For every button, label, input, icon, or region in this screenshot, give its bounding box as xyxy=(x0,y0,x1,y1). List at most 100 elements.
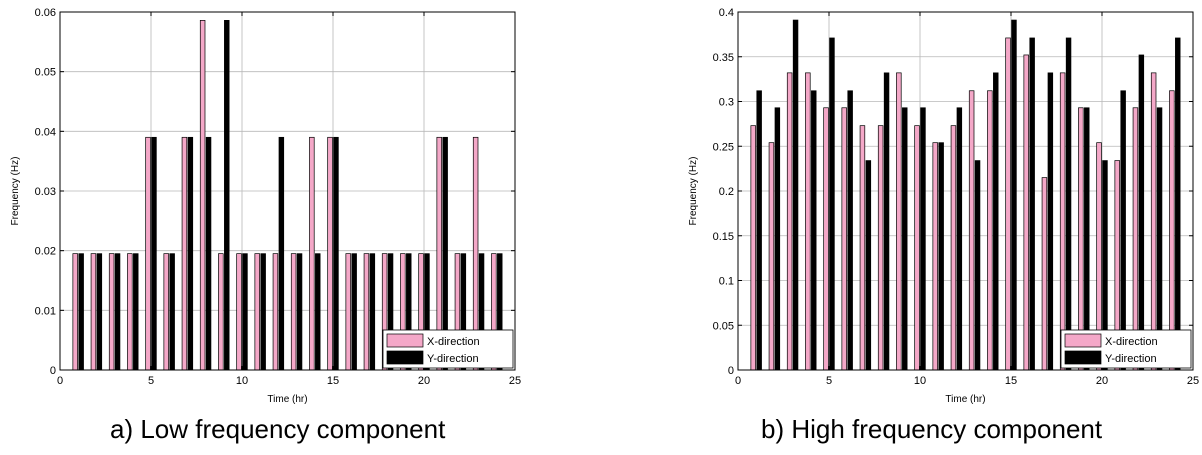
chart-panel-low-frequency: 0 5 10 15 20 25 0 0.01 0.02 0.03 0.04 0.05 0.06 Time … xyxy=(10,7,521,444)
x-tick-label: 10 xyxy=(914,375,926,387)
bar-y-direction xyxy=(811,90,817,371)
bar-y-direction xyxy=(351,253,357,371)
bar-x-direction xyxy=(750,125,756,371)
bar-x-direction xyxy=(859,125,866,371)
bar-y-direction xyxy=(1175,37,1181,371)
bar-x-direction xyxy=(127,253,133,371)
x-tick-label: 10 xyxy=(236,375,248,387)
y-axis-label: Frequency (Hz) xyxy=(10,157,21,226)
bar-x-direction xyxy=(914,125,920,371)
bar-x-direction xyxy=(987,90,993,371)
y-tick-label: 0.05 xyxy=(35,67,56,79)
bar-x-direction xyxy=(309,136,315,371)
bar-x-direction xyxy=(1041,177,1048,371)
bar-y-direction xyxy=(369,253,376,371)
x-tick-label: 0 xyxy=(57,375,63,387)
x-tick-label: 15 xyxy=(1005,375,1017,387)
legend-label: Y-direction xyxy=(427,353,479,365)
bar-y-direction xyxy=(133,253,139,371)
bar-x-direction xyxy=(1023,54,1029,371)
x-tick-label: 5 xyxy=(826,375,832,387)
bar-y-direction xyxy=(333,136,339,371)
bar-y-direction xyxy=(151,136,157,371)
bar-y-direction xyxy=(296,253,303,371)
bar-x-direction xyxy=(345,253,351,371)
legend-label: X-direction xyxy=(1105,336,1158,348)
bar-x-direction xyxy=(108,253,115,371)
bar-y-direction xyxy=(956,107,963,371)
bar-x-direction xyxy=(145,136,151,371)
bar-y-direction xyxy=(847,90,853,371)
x-axis-label: Time (hr) xyxy=(267,394,307,405)
x-tick-label: 20 xyxy=(1096,375,1108,387)
bar-x-direction xyxy=(254,253,260,371)
legend-label: X-direction xyxy=(427,336,480,348)
bar-y-direction xyxy=(260,253,266,371)
bar-y-direction xyxy=(974,160,981,371)
legend-label: Y-direction xyxy=(1105,353,1157,365)
y-tick-label: 0 xyxy=(728,365,734,377)
bar-y-direction xyxy=(902,107,908,371)
bar-y-direction xyxy=(865,160,872,371)
bar-y-direction xyxy=(993,72,999,371)
y-tick-label: 0.03 xyxy=(35,186,56,198)
y-tick-label: 0.25 xyxy=(713,141,734,153)
bar-y-direction xyxy=(792,19,799,371)
y-tick-label: 0.35 xyxy=(713,52,734,64)
bar-x-direction xyxy=(72,253,78,371)
x-tick-label: 20 xyxy=(418,375,430,387)
bar-x-direction xyxy=(181,136,188,371)
bar-x-direction xyxy=(768,142,775,371)
legend-swatch xyxy=(386,350,424,365)
y-tick-label: 0.2 xyxy=(719,186,734,198)
bar-y-direction xyxy=(883,72,890,371)
bar-x-direction xyxy=(896,72,902,371)
chart-low-frequency: 0 5 10 15 20 25 0 0.01 0.02 0.03 0.04 0.05 0.06 Time … xyxy=(10,7,521,405)
legend-swatch xyxy=(1064,333,1102,348)
bar-x-direction xyxy=(1059,72,1066,371)
y-tick-label: 0.02 xyxy=(35,246,56,258)
x-tick-label: 25 xyxy=(1187,375,1199,387)
bar-y-direction xyxy=(829,37,835,371)
bar-x-direction xyxy=(841,107,847,371)
bar-x-direction xyxy=(950,125,957,371)
legend-swatch xyxy=(1064,350,1102,365)
bar-x-direction xyxy=(272,253,279,371)
bar-y-direction xyxy=(774,107,781,371)
bar-y-direction xyxy=(114,253,121,371)
bar-y-direction xyxy=(242,253,248,371)
bar-x-direction xyxy=(290,253,297,371)
y-tick-label: 0.1 xyxy=(719,276,734,288)
y-tick-label: 0.06 xyxy=(35,7,56,19)
bar-y-direction xyxy=(224,20,230,371)
bar-y-direction xyxy=(205,136,212,371)
x-tick-label: 0 xyxy=(735,375,741,387)
y-tick-label: 0.04 xyxy=(35,126,56,138)
bar-x-direction xyxy=(932,142,938,371)
bar-x-direction xyxy=(805,72,811,371)
legend-swatch xyxy=(386,333,424,348)
bar-y-direction xyxy=(938,142,944,371)
y-tick-label: 0 xyxy=(50,365,56,377)
y-tick-label: 0.15 xyxy=(713,231,734,243)
bar-x-direction xyxy=(1169,90,1175,371)
x-tick-label: 15 xyxy=(327,375,339,387)
bar-y-direction xyxy=(1029,37,1035,371)
bar-x-direction xyxy=(90,253,97,371)
bar-x-direction xyxy=(327,136,333,371)
bar-x-direction xyxy=(363,253,370,371)
y-tick-label: 0.01 xyxy=(35,305,56,317)
bar-y-direction xyxy=(315,253,321,371)
bar-y-direction xyxy=(1065,37,1072,371)
x-tick-label: 25 xyxy=(509,375,521,387)
x-tick-label: 5 xyxy=(148,375,154,387)
y-tick-label: 0.05 xyxy=(713,320,734,332)
bar-x-direction xyxy=(1150,72,1157,371)
bar-x-direction xyxy=(218,253,224,371)
bar-y-direction xyxy=(96,253,103,371)
y-tick-label: 0.4 xyxy=(719,7,734,19)
bar-y-direction xyxy=(1047,72,1054,371)
bar-y-direction xyxy=(1011,19,1017,371)
x-axis-label: Time (hr) xyxy=(945,394,985,405)
